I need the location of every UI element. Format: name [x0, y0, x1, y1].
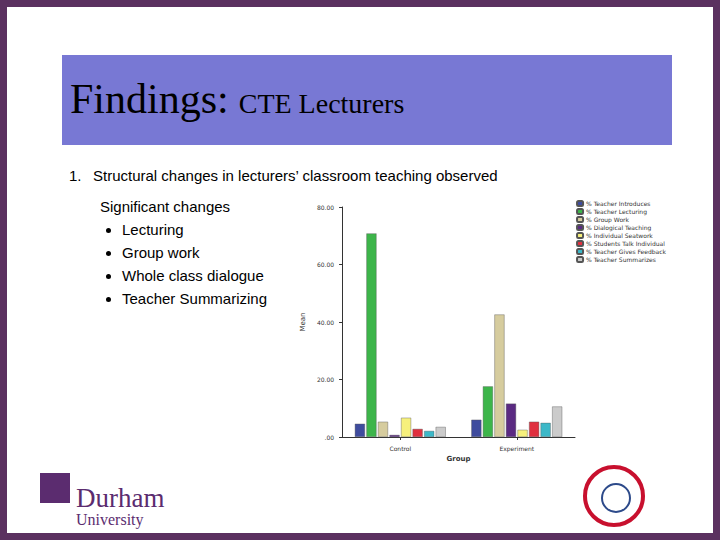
svg-text:20.00: 20.00	[317, 376, 334, 383]
html-text:Whole class dialogue: Whole class dialogue	[122, 267, 264, 284]
svg-text:Experiment: Experiment	[499, 445, 534, 453]
html-text:Findings: CTE Lecturers: Findings: CTE Lecturers	[70, 76, 405, 122]
svg-text:% Individual Seatwork: % Individual Seatwork	[586, 232, 653, 239]
html-text:Teacher Summarizing: Teacher Summarizing	[122, 290, 268, 307]
svg-text:% Dialogical Teaching: % Dialogical Teaching	[586, 224, 652, 232]
svg-text:40.00: 40.00	[317, 319, 334, 326]
html-text:Group work: Group work	[122, 244, 200, 261]
html-text:Significant changes: Significant changes	[100, 198, 231, 215]
html-text:Durham: Durham	[76, 483, 165, 513]
svg-text:% Teacher Summarizes: % Teacher Summarizes	[586, 256, 656, 263]
svg-text:% Teacher Introduces: % Teacher Introduces	[586, 200, 650, 207]
html-text:1.: 1.	[69, 167, 82, 184]
svg-text:% Students Talk Individual: % Students Talk Individual	[586, 240, 665, 247]
html-text:University: University	[76, 511, 144, 528]
svg-text:60.00: 60.00	[317, 261, 334, 268]
svg-text:.00: .00	[325, 434, 335, 441]
svg-text:Group: Group	[447, 455, 471, 463]
svg-text:% Group Work: % Group Work	[586, 216, 630, 224]
svg-text:80.00: 80.00	[317, 204, 334, 211]
html-text:Lecturing: Lecturing	[122, 221, 184, 238]
svg-text:% Teacher Gives Feedback: % Teacher Gives Feedback	[586, 248, 666, 255]
svg-text:Control: Control	[389, 445, 411, 452]
html-text:Structural changes in lecturer: Structural changes in lecturers’ classro…	[93, 167, 498, 184]
svg-text:Mean: Mean	[299, 312, 307, 331]
svg-text:% Teacher Lecturing: % Teacher Lecturing	[586, 208, 647, 216]
